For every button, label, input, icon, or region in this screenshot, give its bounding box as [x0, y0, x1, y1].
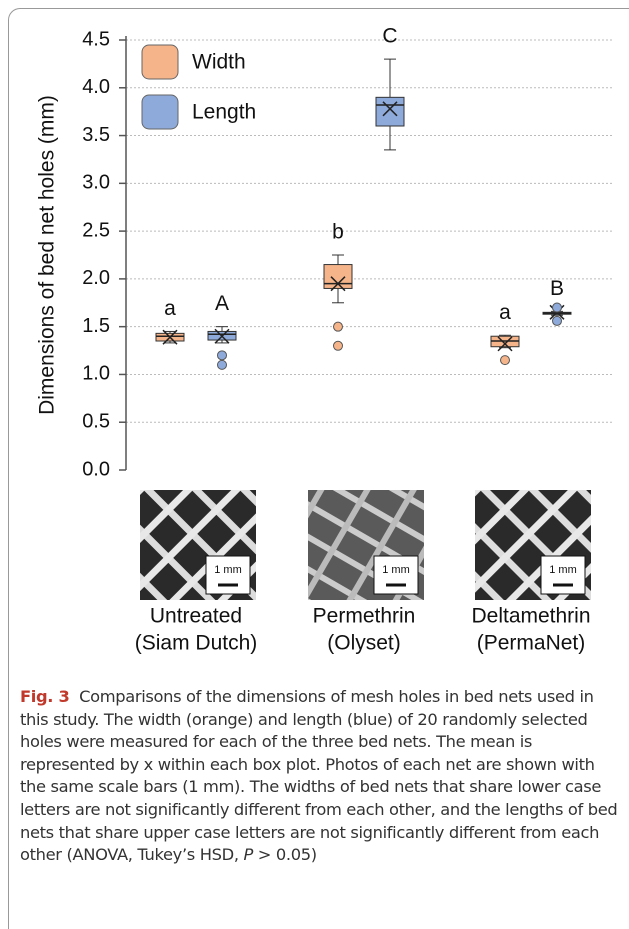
- significance-letter: a: [499, 301, 511, 324]
- legend-swatch: [141, 94, 179, 130]
- y-tick-label: 3.0: [82, 172, 110, 194]
- box: [375, 96, 405, 127]
- significance-letter: C: [382, 25, 397, 48]
- significance-letter: A: [215, 292, 229, 315]
- outlier: [552, 315, 562, 326]
- legend-swatch: [141, 44, 179, 80]
- scale-label: 1 mm: [382, 564, 410, 576]
- y-tick-label: 0.5: [82, 411, 110, 433]
- page: {"chart_data":{"type":"box","ylabel":"Di…: [8, 8, 629, 929]
- significance-letter: B: [550, 277, 564, 300]
- x-tick-label: (PermaNet): [477, 632, 586, 655]
- significance-letter: b: [332, 221, 344, 244]
- y-tick-label: 1.5: [82, 315, 110, 337]
- x-tick-label: Untreated: [150, 605, 242, 628]
- x-tick-label: Permethrin: [313, 605, 416, 628]
- caption-text: Comparisons of the dimensions of mesh ho…: [20, 687, 618, 865]
- caption: Fig. 3 Comparisons of the dimensions of …: [20, 686, 620, 867]
- x-tick-label: (Olyset): [327, 632, 401, 655]
- y-tick-label: 0.0: [82, 458, 110, 480]
- y-axis-label: Dimensions of bed net holes (mm): [36, 95, 59, 415]
- caption-italic: P: [243, 845, 253, 865]
- scale-label: 1 mm: [214, 564, 242, 576]
- x-tick-label: Deltamethrin: [471, 605, 590, 628]
- mean-marker: [330, 276, 346, 292]
- caption-label: Fig. 3: [20, 687, 70, 706]
- outlier: [552, 302, 562, 313]
- y-tick-label: 4.5: [82, 28, 110, 50]
- box: [323, 264, 353, 289]
- mean-marker: [497, 336, 513, 352]
- outlier: [217, 350, 227, 361]
- caption-tail: > 0.05): [252, 845, 317, 865]
- frame: [8, 8, 629, 929]
- significance-letter: a: [164, 297, 176, 320]
- legend-label: Length: [192, 101, 256, 124]
- x-tick-label: (Siam Dutch): [135, 632, 258, 655]
- y-tick-label: 3.5: [82, 124, 110, 146]
- outlier: [217, 359, 227, 370]
- scale-box: [205, 555, 251, 595]
- y-tick-label: 2.0: [82, 267, 110, 289]
- mean-marker: [214, 328, 230, 344]
- outlier: [333, 321, 343, 332]
- legend-label: Width: [192, 51, 246, 74]
- mean-marker: [382, 101, 398, 117]
- mean-marker: [162, 329, 178, 345]
- scale-box: [373, 555, 419, 595]
- y-tick-label: 2.5: [82, 219, 110, 241]
- scale-box: [540, 555, 586, 595]
- chart: Dimensions of bed net holes (mm) 0.0 0.5 1…: [36, 25, 612, 655]
- outlier: [500, 355, 510, 366]
- scale-label: 1 mm: [549, 564, 577, 576]
- y-tick-label: 1.0: [82, 363, 110, 385]
- outlier: [333, 340, 343, 351]
- y-tick-label: 4.0: [82, 76, 110, 98]
